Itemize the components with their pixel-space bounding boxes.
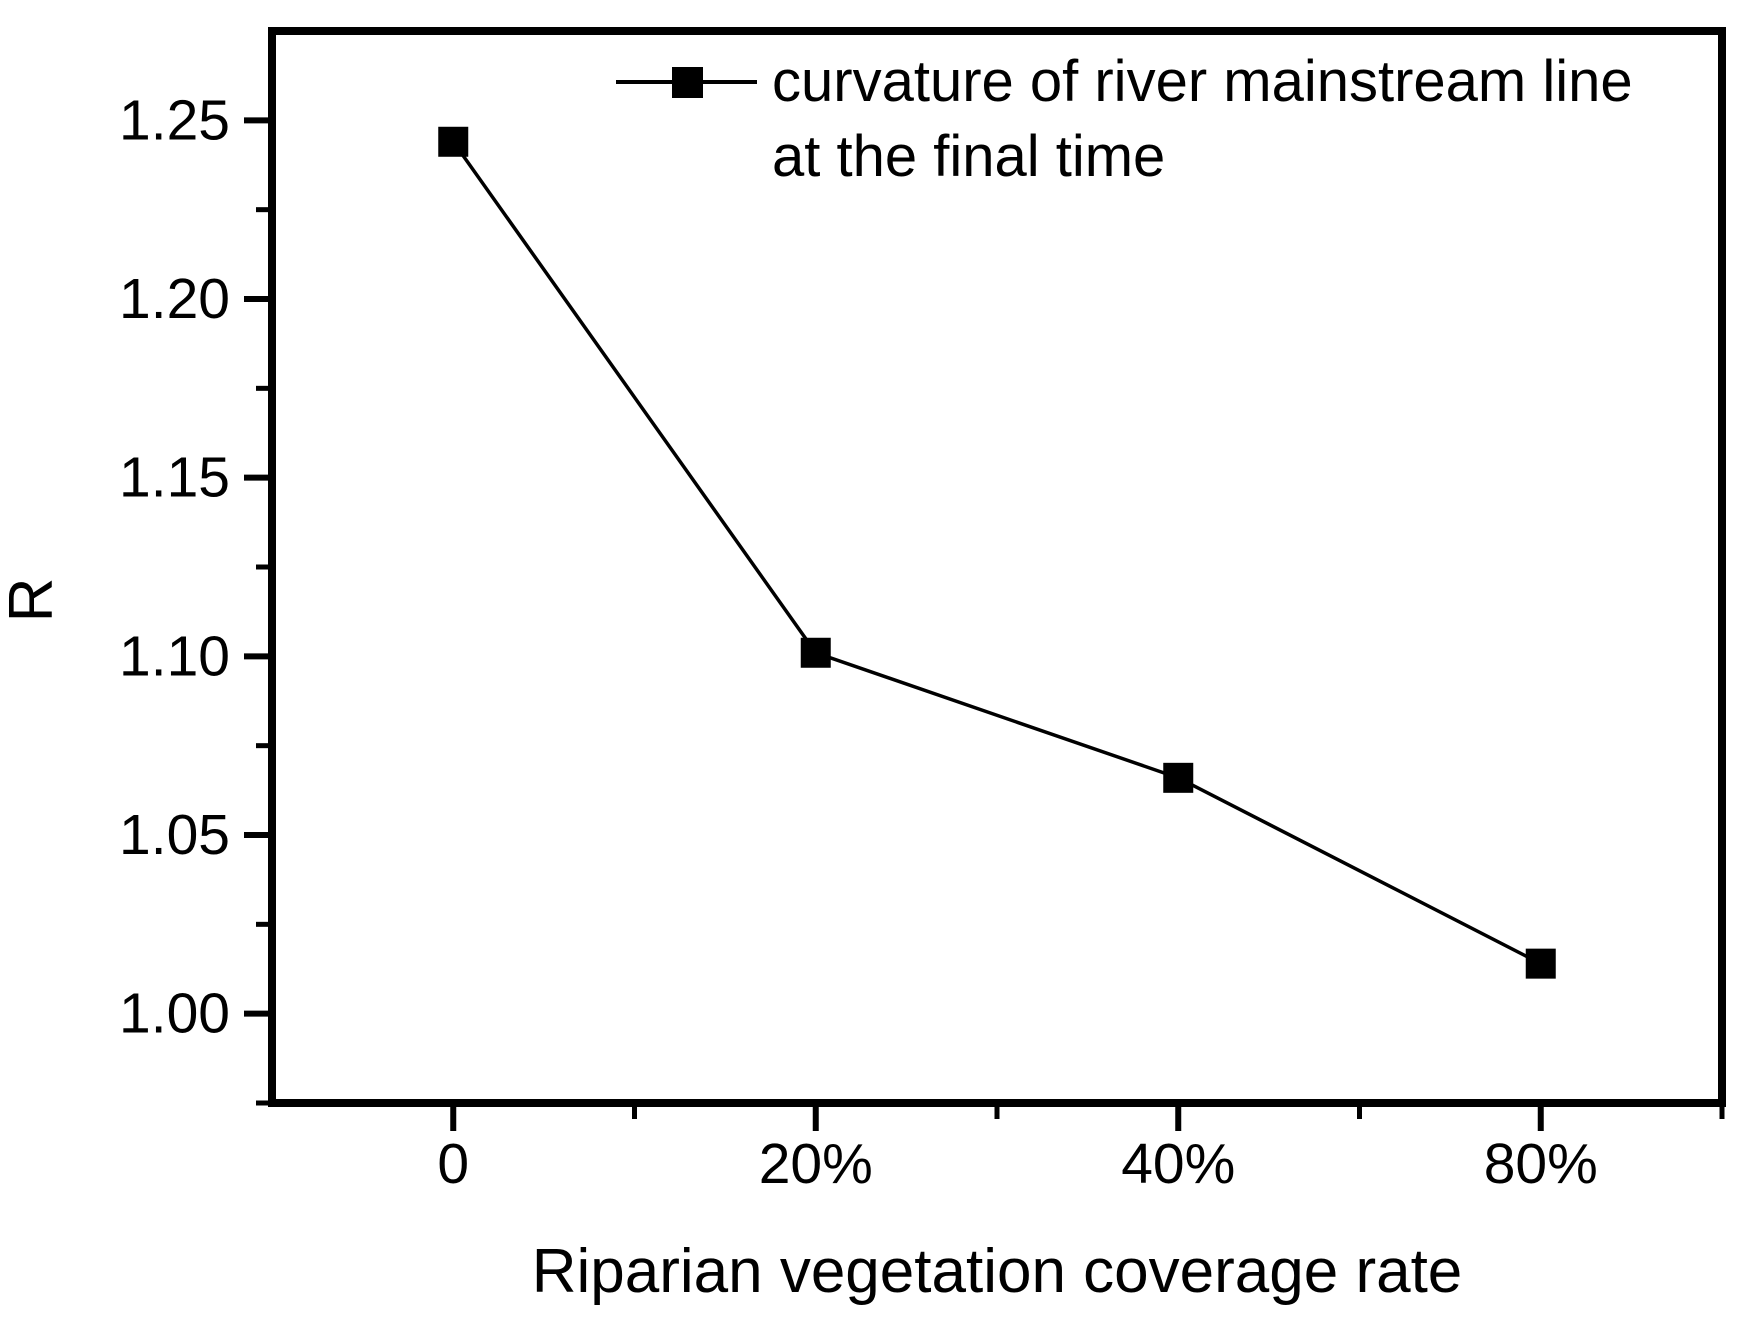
legend: curvature of river mainstream line at th… [616,49,1633,189]
x-tick-label: 40% [1121,1132,1235,1196]
x-tick-label: 0 [437,1132,469,1196]
data-point-marker [438,126,469,157]
x-axis-minor-ticks [632,1103,1725,1119]
y-tick-label: 1.05 [119,803,230,867]
legend-label-line2: at the final time [772,124,1165,189]
data-point-marker [800,637,831,668]
data-point-marker [1163,762,1194,793]
y-tick-label: 1.00 [119,982,230,1046]
y-axis-major-ticks [244,117,272,1017]
data-point-marker [1525,948,1556,979]
series-layer [438,126,1556,979]
x-axis-major-ticks [450,1103,1544,1131]
x-tick-label: 80% [1484,1132,1598,1196]
y-tick-label: 1.10 [119,624,230,688]
y-axis-minor-ticks [256,207,272,1106]
y-tick-label: 1.20 [119,267,230,331]
legend-label-line1: curvature of river mainstream line [772,49,1633,114]
y-axis-title: R [0,578,66,623]
y-tick-label: 1.25 [119,88,230,152]
x-axis-tick-labels: 0 20% 40% 80% [437,1132,1597,1196]
y-tick-label: 1.15 [119,446,230,510]
y-axis-tick-labels: 1.00 1.05 1.10 1.15 1.20 1.25 [119,88,230,1045]
x-axis-title: Riparian vegetation coverage rate [532,1237,1463,1306]
x-tick-label: 20% [759,1132,873,1196]
legend-square-marker-icon [672,67,703,98]
series-line [451,140,1542,966]
